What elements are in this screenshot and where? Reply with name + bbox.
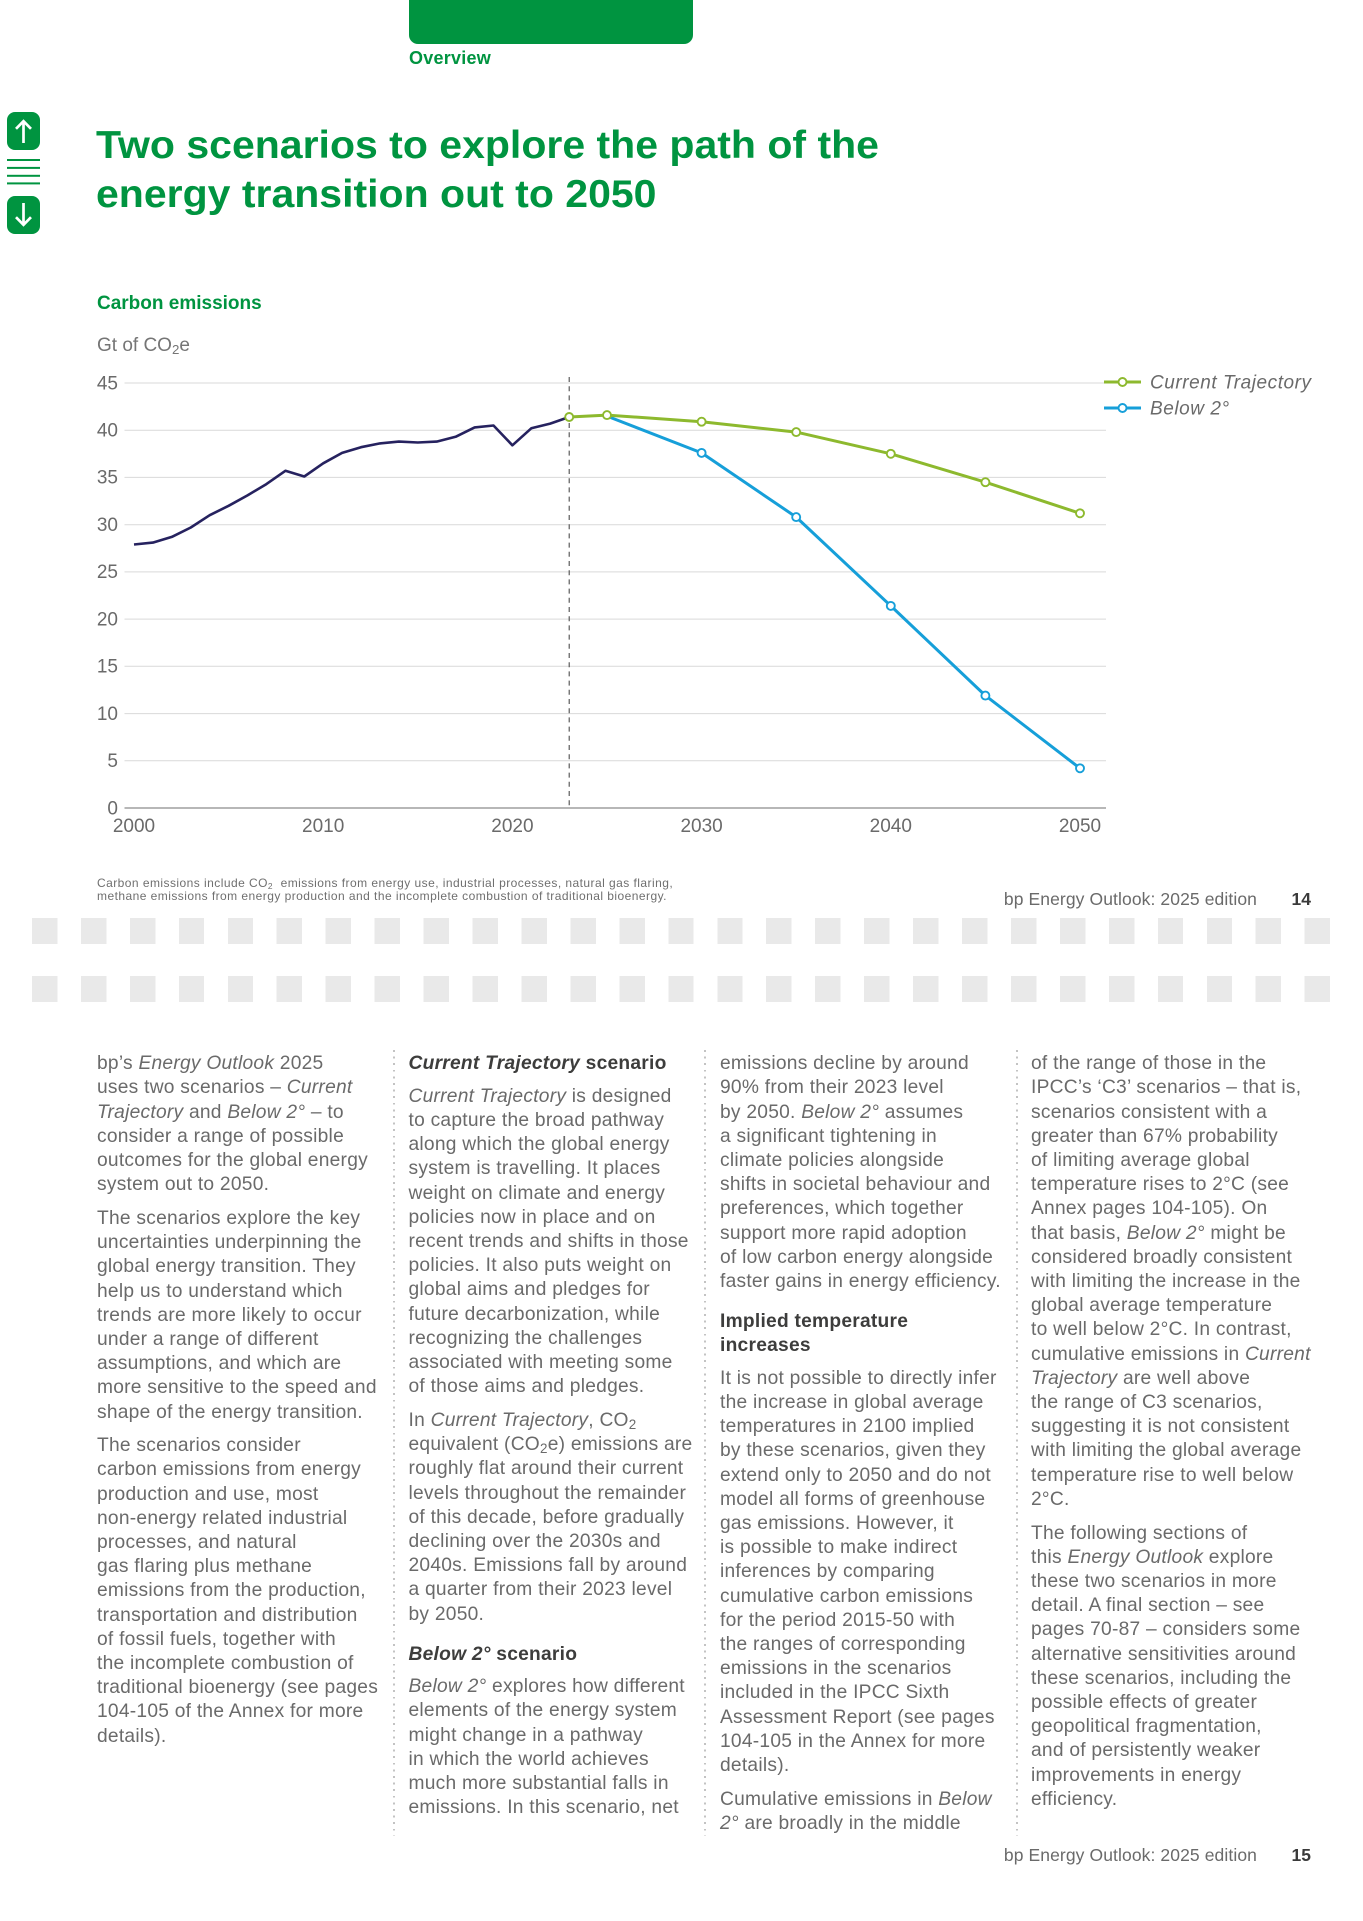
svg-text:2010: 2010 xyxy=(302,816,344,837)
svg-text:35: 35 xyxy=(97,468,118,489)
svg-text:20: 20 xyxy=(97,609,118,630)
svg-text:2040: 2040 xyxy=(870,816,912,837)
svg-text:10: 10 xyxy=(97,704,118,725)
svg-text:25: 25 xyxy=(97,562,118,583)
svg-text:2000: 2000 xyxy=(113,816,155,837)
svg-text:30: 30 xyxy=(97,515,118,536)
svg-text:Below 2°: Below 2° xyxy=(1150,398,1230,419)
svg-text:2020: 2020 xyxy=(491,816,533,837)
svg-text:0: 0 xyxy=(107,798,118,819)
svg-text:45: 45 xyxy=(97,373,118,394)
svg-text:2050: 2050 xyxy=(1059,816,1101,837)
svg-text:5: 5 xyxy=(107,751,118,772)
svg-text:Current Trajectory: Current Trajectory xyxy=(1150,372,1313,393)
svg-text:40: 40 xyxy=(97,421,118,442)
svg-text:15: 15 xyxy=(97,657,118,678)
svg-text:2030: 2030 xyxy=(680,816,722,837)
